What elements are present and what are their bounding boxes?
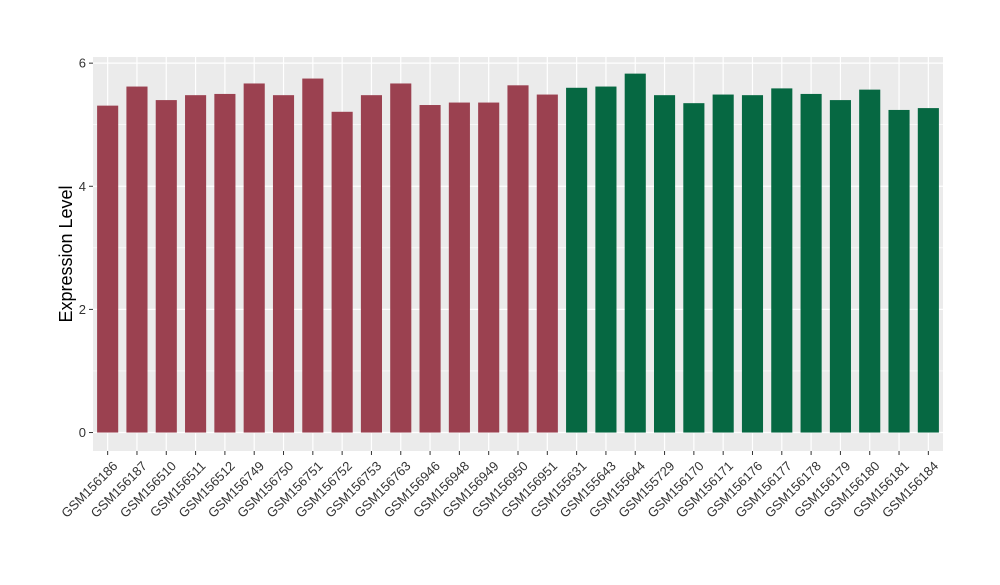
bar-gsm155644 <box>624 73 646 433</box>
bar-gsm155643 <box>595 86 617 433</box>
bar-gsm156180 <box>859 89 881 433</box>
bar-gsm156948 <box>448 102 470 433</box>
bar-gsm156171 <box>712 94 734 433</box>
bar-gsm156170 <box>683 103 705 433</box>
bar-gsm156181 <box>888 109 910 433</box>
bar-gsm156179 <box>829 100 851 433</box>
y-tick-label: 0 <box>79 425 86 440</box>
bar-gsm155631 <box>566 87 588 433</box>
bar-gsm156177 <box>771 88 793 433</box>
x-axis: GSM156186GSM156187GSM156510GSM156511GSM1… <box>58 451 941 521</box>
bar-gsm156184 <box>917 108 939 433</box>
y-tick-label: 4 <box>79 179 86 194</box>
bar-gsm156510 <box>155 100 177 433</box>
y-axis-label: Expression Level <box>56 185 76 322</box>
bars <box>97 73 939 433</box>
bar-gsm156750 <box>272 95 295 433</box>
bar-gsm156187 <box>126 86 148 433</box>
y-tick-label: 2 <box>79 302 86 317</box>
bar-gsm156763 <box>390 83 412 433</box>
bar-gsm156512 <box>214 93 236 433</box>
bar-gsm156753 <box>360 95 382 433</box>
bar-gsm156178 <box>800 93 822 433</box>
bar-gsm156949 <box>478 102 500 433</box>
bar-gsm156176 <box>741 95 764 433</box>
bar-gsm156951 <box>536 94 558 433</box>
bar-gsm156752 <box>331 111 353 433</box>
bar-gsm156751 <box>302 78 324 433</box>
bar-gsm156749 <box>243 83 265 433</box>
bar-gsm156950 <box>507 85 529 433</box>
bar-gsm156511 <box>185 95 207 433</box>
bar-gsm155729 <box>654 95 676 433</box>
y-tick-label: 6 <box>79 56 86 71</box>
bar-gsm156946 <box>419 105 441 433</box>
y-axis: 0 2 4 6 <box>79 56 93 440</box>
bar-gsm156186 <box>97 105 119 433</box>
